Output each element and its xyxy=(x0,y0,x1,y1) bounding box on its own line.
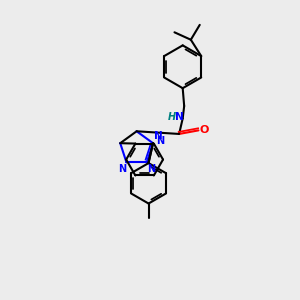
Text: N: N xyxy=(156,136,164,146)
Text: N: N xyxy=(175,112,184,122)
Text: N: N xyxy=(118,164,126,174)
Text: O: O xyxy=(199,125,208,135)
Text: N: N xyxy=(154,131,162,141)
Text: H: H xyxy=(167,112,175,122)
Text: N: N xyxy=(147,164,155,174)
